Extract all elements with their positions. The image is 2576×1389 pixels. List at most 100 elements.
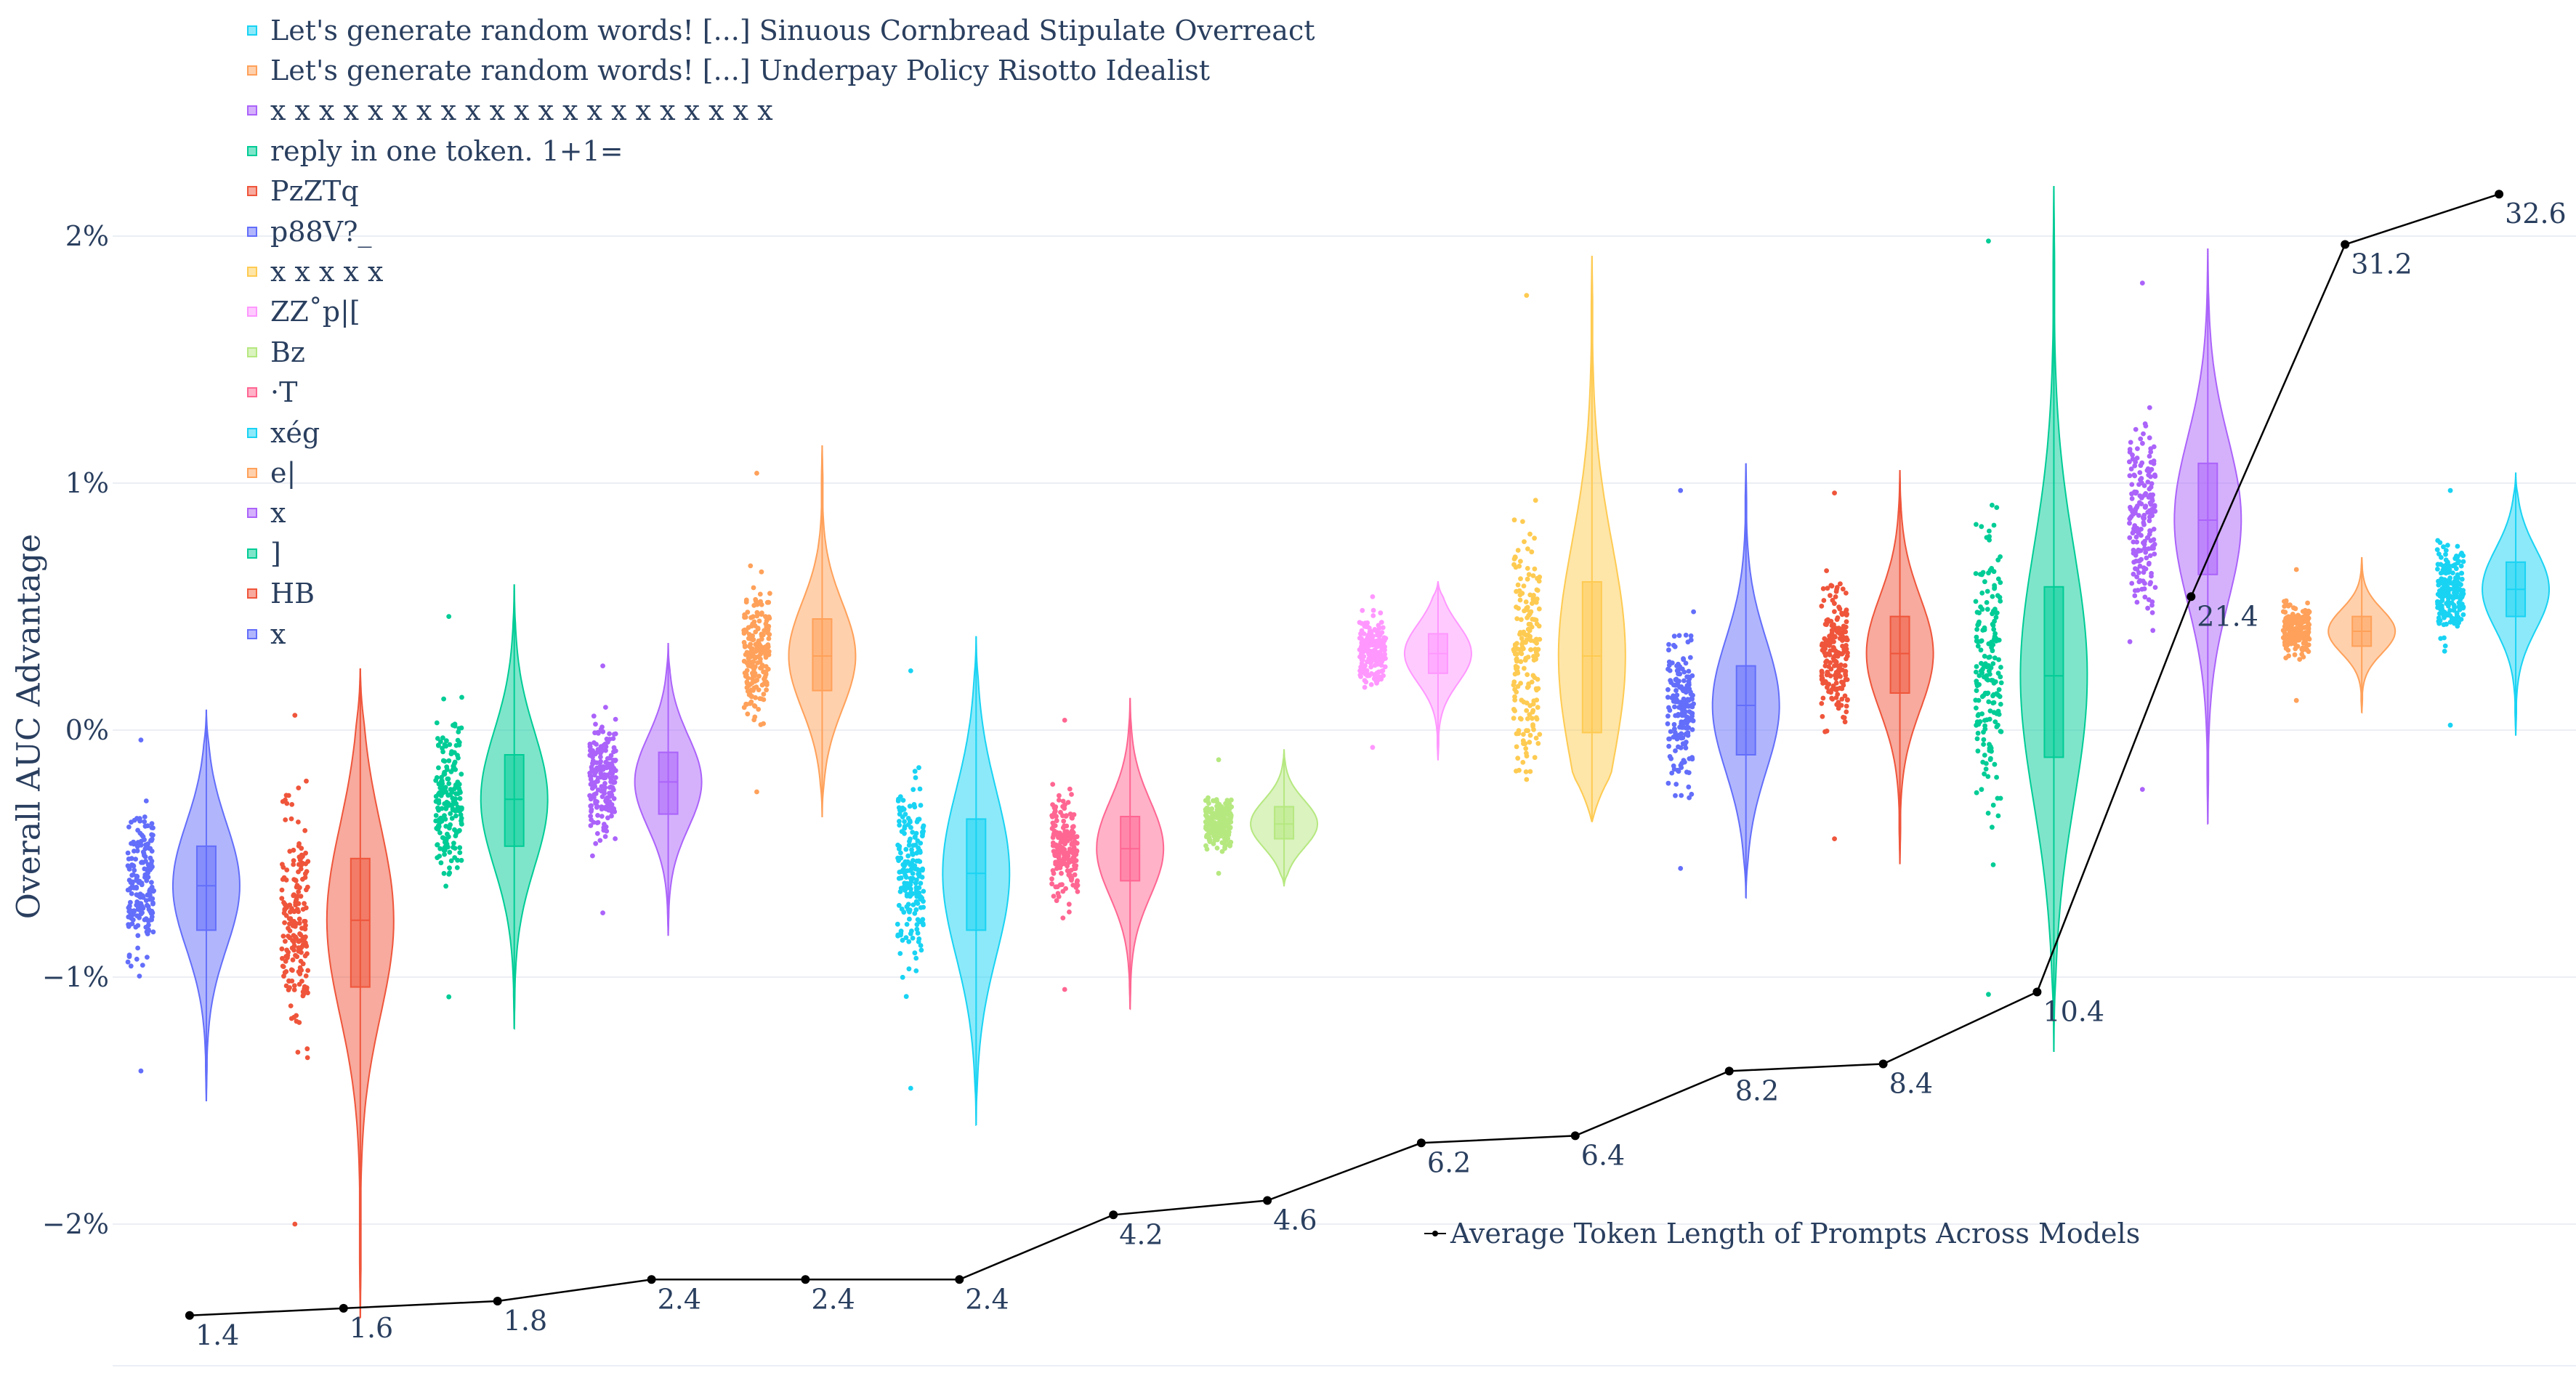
- violin-point: [1979, 787, 1985, 793]
- violin-point: [2304, 617, 2309, 623]
- violin-point: [148, 865, 154, 871]
- violin-point: [750, 663, 756, 669]
- violin-point: [1987, 655, 1992, 660]
- violin-point: [287, 902, 293, 908]
- violin-point: [2454, 585, 2459, 591]
- violin-point: [1840, 625, 1846, 631]
- violin-point: [298, 866, 304, 872]
- violin-point: [759, 646, 765, 652]
- violin-point: [1844, 637, 1849, 642]
- legend-label: x: [270, 497, 286, 530]
- violin-point: [459, 805, 464, 811]
- violin-point: [921, 888, 926, 894]
- violin-point: [744, 702, 749, 707]
- violin-point: [1974, 669, 1979, 675]
- violin-point: [917, 786, 923, 792]
- violin-point: [915, 838, 921, 843]
- violin-point: [2441, 544, 2446, 550]
- violin-point: [442, 758, 448, 764]
- violin-point: [129, 819, 134, 825]
- violin-point: [283, 817, 288, 822]
- chart-legend[interactable]: Let's generate random words! [...] Sinuo…: [247, 10, 1315, 654]
- violin-point: [587, 741, 593, 747]
- violin-point: [916, 858, 921, 864]
- violin-point: [915, 817, 921, 822]
- violin-point: [1062, 823, 1067, 829]
- line-series-legend[interactable]: Average Token Length of Prompts Across M…: [1424, 1218, 2140, 1250]
- violin-point: [440, 778, 445, 784]
- legend-item[interactable]: x: [247, 493, 1315, 533]
- violin-point: [1980, 628, 1986, 633]
- violin-point: [149, 884, 155, 890]
- violin-point: [1974, 705, 1979, 710]
- violin-point: [435, 855, 440, 860]
- violin-point: [1984, 673, 1990, 679]
- violin-point: [304, 869, 310, 874]
- violin-point: [920, 866, 925, 872]
- violin-point: [2147, 486, 2152, 492]
- violin-point: [1990, 700, 1996, 706]
- violin-point: [2435, 567, 2440, 572]
- violin-point: [1370, 594, 1376, 599]
- violin-point: [2134, 529, 2140, 534]
- legend-item[interactable]: xég: [247, 413, 1315, 453]
- violin-point: [1843, 673, 1849, 679]
- violin-point: [1990, 623, 1996, 628]
- violin-point: [1511, 647, 1517, 652]
- violin-point: [1844, 709, 1849, 715]
- violin-point: [1831, 654, 1837, 660]
- violin-point: [2147, 453, 2152, 459]
- violin-point: [2137, 470, 2143, 475]
- token-length-marker: [955, 1275, 964, 1284]
- legend-item[interactable]: PzZTq: [247, 171, 1315, 211]
- legend-item[interactable]: Bz: [247, 332, 1315, 372]
- violin-point: [610, 758, 616, 763]
- legend-item[interactable]: ]: [247, 533, 1315, 573]
- violin-point: [1531, 657, 1537, 663]
- violin-point: [595, 819, 601, 825]
- legend-label: PzZTq: [270, 175, 359, 208]
- violin-point: [2434, 547, 2440, 552]
- violin-point: [1511, 556, 1517, 562]
- violin-point: [746, 644, 752, 649]
- violin-point: [913, 907, 919, 912]
- violin-point: [1844, 703, 1849, 709]
- violin-point: [1824, 622, 1829, 628]
- legend-swatch: [247, 628, 257, 639]
- violin-point: [606, 807, 612, 813]
- violin-point: [1206, 832, 1211, 837]
- violin-point: [609, 768, 614, 773]
- legend-item[interactable]: x: [247, 614, 1315, 654]
- violin-point: [2440, 570, 2446, 575]
- legend-item[interactable]: Let's generate random words! [...] Sinuo…: [247, 10, 1315, 50]
- violin-point: [1685, 697, 1691, 702]
- violin-point: [451, 841, 456, 846]
- legend-item[interactable]: e|: [247, 453, 1315, 493]
- violin-point: [280, 964, 286, 969]
- violin-point: [752, 714, 758, 720]
- violin-point: [149, 836, 155, 842]
- violin-point: [1832, 836, 1837, 841]
- violin-point: [1671, 721, 1677, 727]
- violin-point: [455, 737, 461, 743]
- legend-item[interactable]: p88V?_: [247, 211, 1315, 251]
- legend-item[interactable]: x x x x x: [247, 251, 1315, 291]
- violin-point: [1990, 648, 1995, 654]
- legend-swatch: [247, 267, 257, 278]
- violin-point: [598, 754, 603, 760]
- violin-point: [2298, 615, 2304, 620]
- violin-point: [916, 885, 922, 891]
- token-length-label: 8.2: [1735, 1074, 1779, 1106]
- legend-item[interactable]: Let's generate random words! [...] Under…: [247, 50, 1315, 90]
- violin-point: [2133, 459, 2139, 465]
- legend-item[interactable]: reply in one token. 1+1=: [247, 131, 1315, 171]
- legend-item[interactable]: ·T: [247, 373, 1315, 413]
- legend-item[interactable]: x x x x x x x x x x x x x x x x x x x x …: [247, 91, 1315, 131]
- violin-point: [291, 987, 297, 992]
- legend-item[interactable]: HB: [247, 573, 1315, 613]
- legend-item[interactable]: ZZ˚p|[: [247, 292, 1315, 332]
- violin-point: [1975, 622, 1981, 628]
- violin-point: [1671, 693, 1676, 699]
- violin-point: [435, 736, 440, 741]
- violin-point: [1374, 643, 1380, 649]
